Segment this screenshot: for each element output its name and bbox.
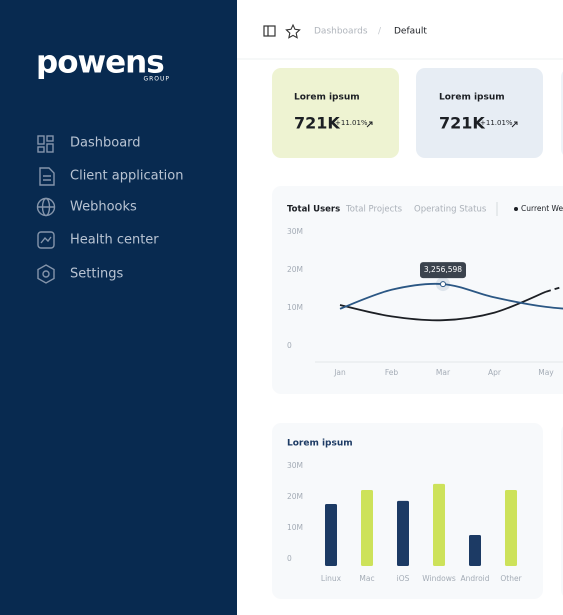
card-label: Lorem ipsum [439, 93, 505, 103]
legend-label: Current Week [521, 204, 563, 213]
sidebar-toggle[interactable] [263, 25, 276, 37]
nav-icons [36, 135, 56, 284]
nav-item[interactable]: Dashboard [70, 136, 141, 151]
y-tick-label: 20M [287, 492, 303, 501]
y-tick-label: 0 [287, 554, 292, 563]
top-bar: Dashboards / Default [237, 23, 563, 60]
y-tick-label: 30M [287, 227, 303, 236]
y-tick-label: 0 [287, 341, 292, 350]
x-tick-label: Linux [321, 574, 342, 583]
y-tick-label: 20M [287, 265, 303, 274]
bar [325, 504, 337, 566]
x-tick-label: Apr [488, 368, 502, 377]
card [272, 68, 399, 158]
highlight-point [440, 281, 446, 288]
nav-item[interactable]: Client application [70, 169, 183, 184]
trend-icon [366, 121, 373, 128]
x-tick-label: May [538, 368, 554, 377]
breadcrumb-parent[interactable]: Dashboards [314, 27, 368, 37]
x-tick-label: Feb [385, 368, 399, 377]
x-tick-label: Mac [359, 574, 374, 583]
bar [361, 490, 373, 566]
nav-item[interactable]: Settings [70, 267, 124, 282]
legend-dot [514, 207, 518, 211]
line-chart: 0 10M 20M 30M Jan Feb Mar Apr May Current Week 3,2… [287, 204, 563, 377]
card-value: 721K [439, 114, 485, 133]
trend-icon [511, 121, 518, 128]
y-tick-label: 30M [287, 461, 303, 470]
breadcrumb-separator: / [378, 27, 382, 37]
bar [469, 535, 481, 566]
line-panel [272, 186, 563, 394]
card-label: Lorem ipsum [294, 93, 360, 103]
tooltip-text: 3,256,598 [424, 265, 462, 274]
chart-title: Lorem ipsum [287, 439, 353, 449]
tooltip-box [420, 262, 466, 279]
x-tick-label: Other [500, 574, 522, 583]
x-tick-label: iOS [397, 574, 410, 583]
x-tick-label: Android [461, 574, 490, 583]
y-tick-label: 10M [287, 303, 303, 312]
bar [397, 500, 409, 566]
x-tick-label: Jan [333, 368, 346, 377]
cards: Lorem ipsum 721K +11.01% Lorem ipsum 721… [272, 68, 563, 158]
line-series [339, 290, 547, 322]
card-change: +11.01% [480, 119, 513, 127]
card-value: 721K [294, 114, 340, 133]
breadcrumb-current: Default [394, 27, 427, 37]
nav-item[interactable]: Health center [70, 233, 159, 248]
bar [433, 483, 445, 566]
brand-sub: GROUP [143, 76, 170, 83]
nav-item[interactable]: Webhooks [70, 200, 137, 215]
bar-chart: 0 10M 20M 30M Linux Mac iOS Windows Android Other [287, 461, 523, 583]
favorite-star[interactable] [285, 23, 301, 39]
x-tick-label: Mar [436, 368, 451, 377]
x-tick-label: Windows [422, 574, 456, 583]
tab[interactable]: Total Projects [345, 205, 403, 215]
line-series [339, 282, 563, 310]
brand-name: powens [36, 45, 164, 81]
card [416, 68, 543, 158]
bar [505, 490, 517, 566]
tab[interactable]: Total Users [287, 205, 340, 215]
card-change: +11.01% [335, 119, 368, 127]
line-series-dashed [545, 285, 563, 293]
tab[interactable]: Operating Status [414, 205, 487, 215]
sidebar [0, 0, 237, 615]
y-tick-label: 10M [287, 523, 303, 532]
